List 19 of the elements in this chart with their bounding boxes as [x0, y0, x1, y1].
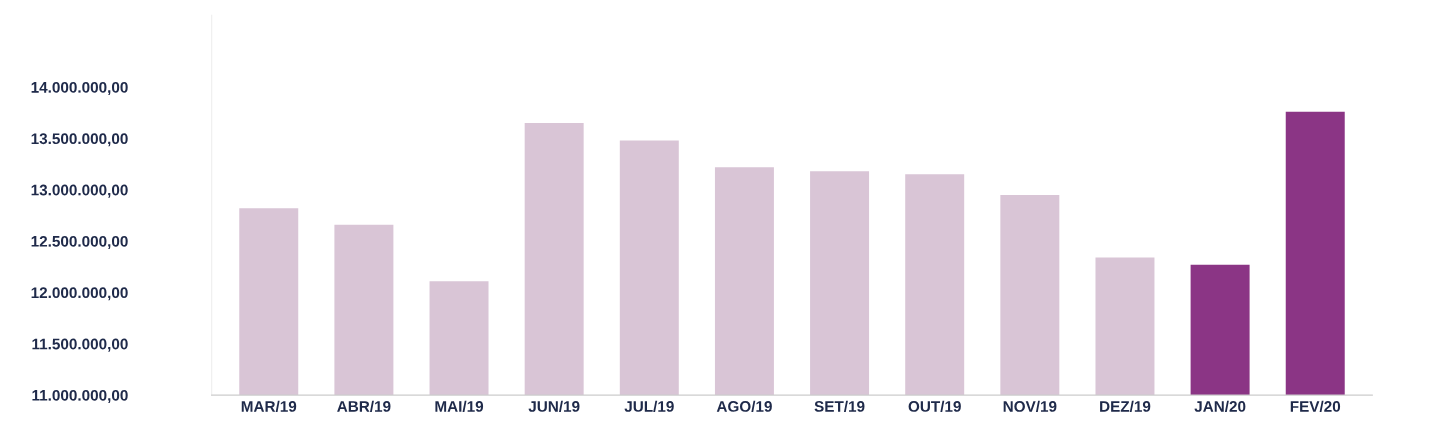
x-tick-label: OUT/19: [908, 400, 961, 413]
x-tick-label: ABR/19: [337, 400, 391, 413]
x-tick-label: MAI/19: [435, 400, 484, 413]
x-tick-label: AGO/19: [716, 400, 772, 413]
x-tick-label: JUN/19: [528, 400, 580, 413]
y-tick-label: 12.000.000,00: [31, 287, 128, 301]
x-tick-label: DEZ/19: [1100, 400, 1151, 413]
y-tick-label: 13.500.000,00: [31, 133, 128, 147]
x-tick-label: JAN/20: [1194, 400, 1246, 413]
x-tick-label: MAR/19: [241, 400, 297, 413]
x-tick-label: NOV/19: [1003, 400, 1057, 413]
x-tick-label: SET/19: [814, 400, 865, 413]
y-tick-label: 14.000.000,00: [31, 81, 128, 95]
y-tick-label: 11.500.000,00: [32, 338, 128, 352]
y-tick-label: 13.000.000,00: [31, 184, 128, 198]
y-tick-label: 11.000.000,00: [32, 389, 128, 403]
x-tick-label: JUL/19: [624, 400, 674, 413]
x-tick-label: FEV/20: [1290, 400, 1341, 413]
y-tick-label: 12.500.000,00: [31, 235, 128, 249]
